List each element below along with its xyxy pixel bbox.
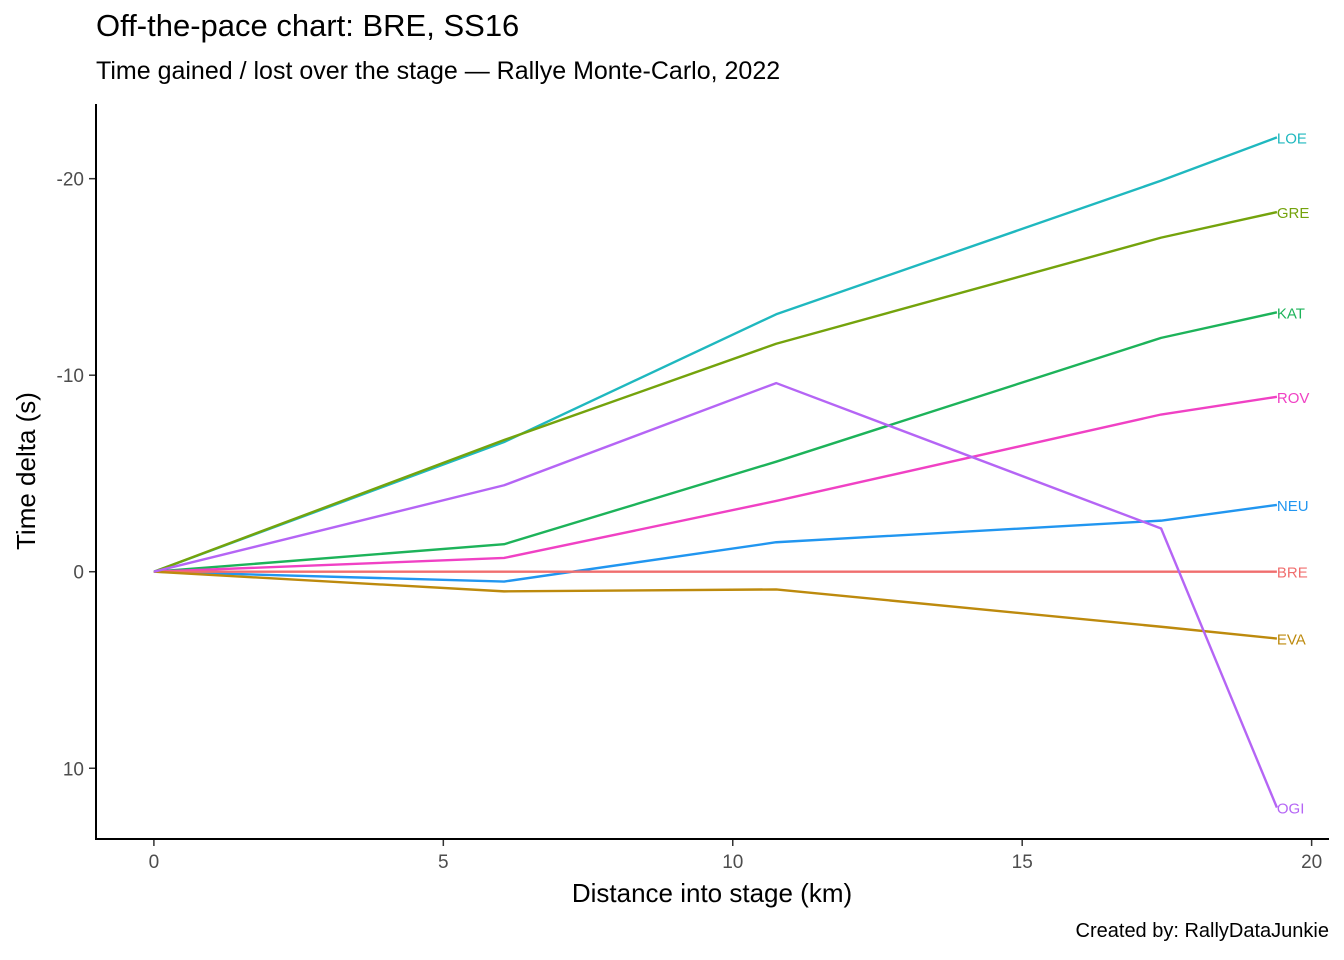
x-tick-label: 15 — [1012, 852, 1033, 873]
series-line-neu — [153, 503, 1278, 583]
series-line-rov — [153, 395, 1278, 573]
y-axis-title: Time delta (s) — [11, 392, 41, 550]
y-tick-label: -20 — [57, 170, 84, 191]
series-label-loe: LOE — [1277, 130, 1307, 147]
y-tick-label: 10 — [63, 759, 84, 780]
x-tick-label: 0 — [149, 852, 160, 873]
series-label-gre: GRE — [1277, 205, 1310, 222]
y-tick-label: -10 — [57, 366, 84, 387]
series-label-ogi: OGI — [1277, 801, 1305, 818]
chart-subtitle: Time gained / lost over the stage — Rall… — [96, 57, 781, 85]
series-line-gre — [153, 210, 1278, 573]
x-axis-title: Distance into stage (km) — [572, 878, 852, 908]
chart-title: Off-the-pace chart: BRE, SS16 — [96, 8, 520, 43]
series-line-ogi — [153, 381, 1279, 809]
y-tick-label: 0 — [73, 563, 84, 584]
x-tick-label: 5 — [438, 852, 449, 873]
series-line-eva — [153, 570, 1278, 640]
x-tick-label: 20 — [1301, 852, 1322, 873]
series-label-eva: EVA — [1277, 632, 1306, 649]
series-line-loe — [153, 136, 1278, 573]
series-label-bre: BRE — [1277, 565, 1308, 582]
series-label-rov: ROV — [1277, 390, 1310, 407]
series-label-neu: NEU — [1277, 498, 1309, 515]
series-label-kat: KAT — [1277, 305, 1305, 322]
x-tick-label: 10 — [722, 852, 743, 873]
series-line-kat — [153, 311, 1278, 573]
chart-caption: Created by: RallyDataJunkie — [1075, 920, 1329, 942]
